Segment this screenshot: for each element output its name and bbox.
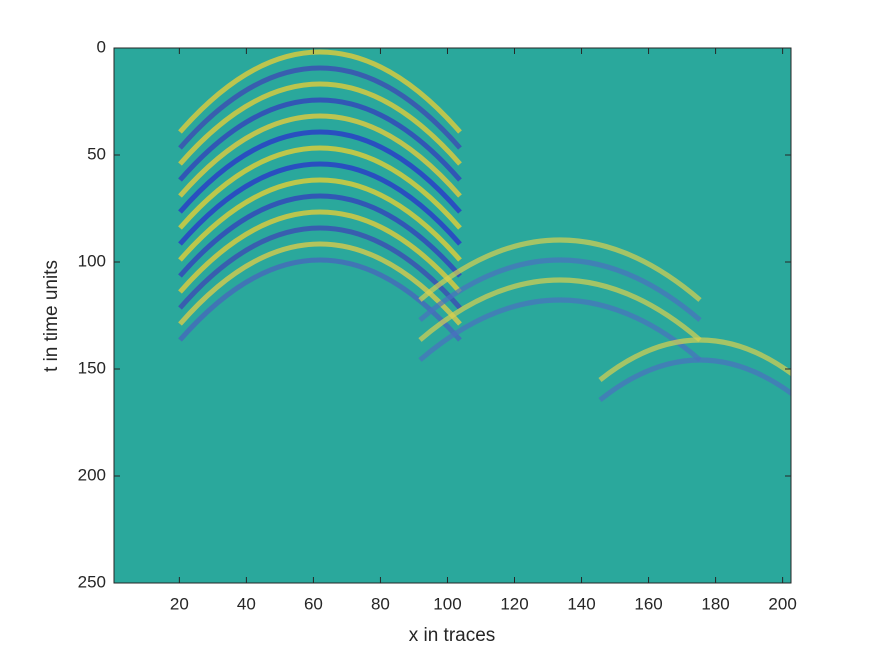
x-tick-label: 180 [701, 594, 729, 613]
image-pattern [178, 49, 791, 402]
x-axis-label: x in traces [409, 625, 496, 646]
y-tick-label: 250 [78, 572, 106, 591]
x-tick-label: 100 [433, 594, 461, 613]
x-tick-label: 120 [500, 594, 528, 613]
axes-box [113, 47, 792, 584]
x-tick-label: 40 [237, 594, 256, 613]
y-tick-label: 0 [97, 37, 106, 56]
y-tick-label: 50 [87, 144, 106, 163]
y-tick-label: 150 [78, 358, 106, 377]
y-tick-label: 100 [78, 251, 106, 270]
x-tick-label: 80 [371, 594, 390, 613]
x-tick-label: 20 [170, 594, 189, 613]
x-tick-label: 140 [567, 594, 595, 613]
x-tick-label: 60 [304, 594, 323, 613]
y-tick-label: 200 [78, 465, 106, 484]
x-tick-label: 200 [768, 594, 796, 613]
x-tick-label: 160 [634, 594, 662, 613]
y-axis-label: t in time units [41, 260, 62, 372]
